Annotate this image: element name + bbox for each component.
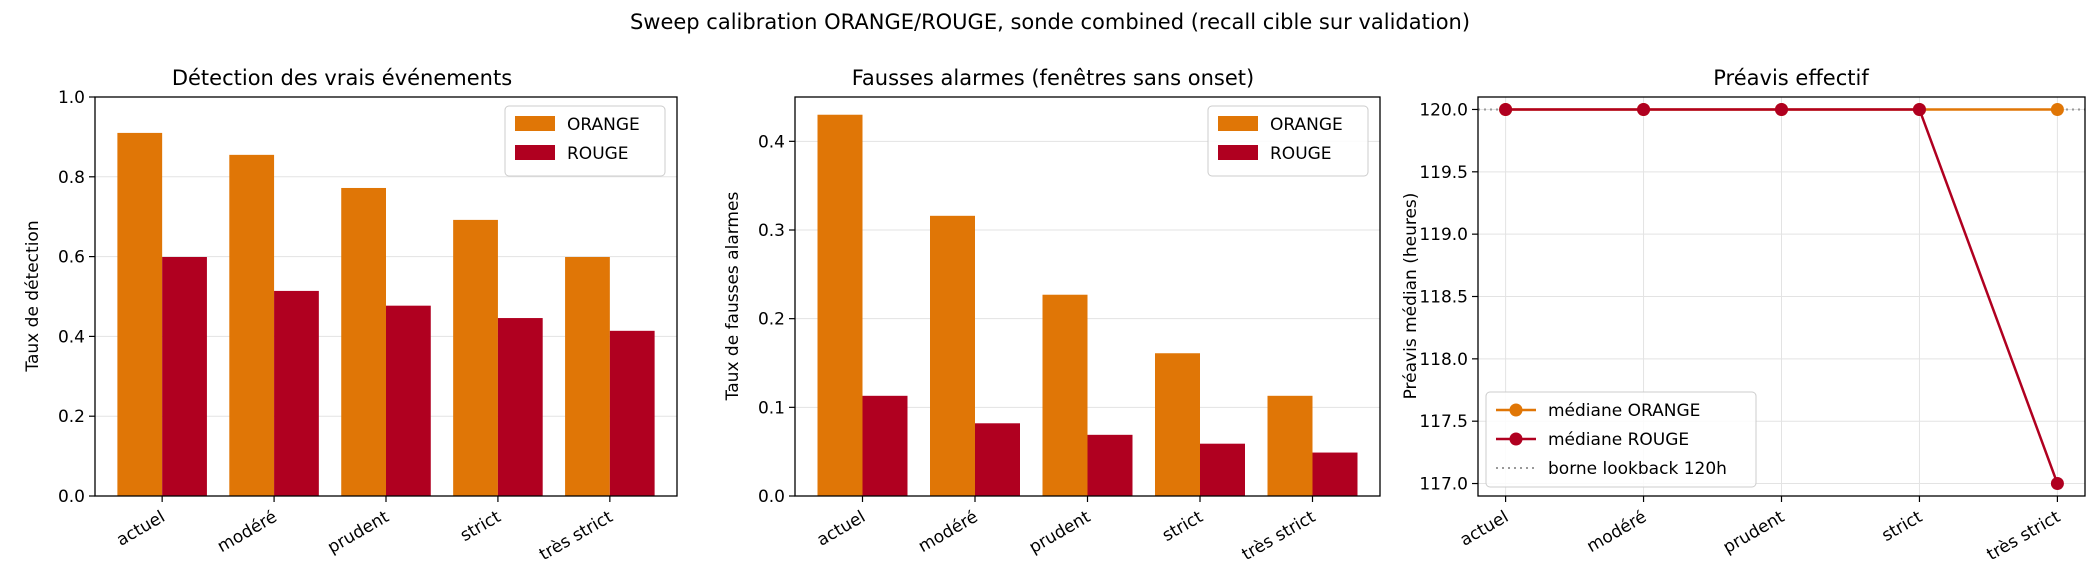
bar-orange-0	[117, 132, 163, 496]
panel-lead-time-title: Préavis effectif	[1713, 66, 1869, 90]
panel-false-alarms: Fausses alarmes (fenêtres sans onset) Ta…	[723, 66, 1381, 565]
y-tick-label: 0.2	[58, 407, 85, 427]
panel-false-alarms-ylabel: Taux de fausses alarmes	[723, 192, 743, 402]
x-tick-label: prudent	[1026, 507, 1095, 558]
x-tick-label: actuel	[113, 507, 168, 551]
point-series-1-1	[1637, 102, 1651, 116]
y-tick-label: 119.5	[1419, 163, 1468, 183]
x-tick-label: actuel	[1457, 507, 1512, 551]
panel-false-alarms-title: Fausses alarmes (fenêtres sans onset)	[852, 66, 1254, 90]
y-tick-label: 0.3	[758, 221, 785, 241]
bar-orange-3	[453, 219, 498, 496]
x-tick-label: très strict	[536, 507, 617, 565]
bar-orange-2	[341, 187, 386, 497]
x-tick-label: strict	[457, 507, 505, 546]
y-tick-label: 0.0	[58, 487, 85, 507]
bar-orange-4	[1267, 395, 1313, 496]
panel-detection-title: Détection des vrais événements	[172, 66, 512, 90]
bar-orange-1	[930, 215, 975, 496]
legend-swatch-1	[1218, 145, 1258, 160]
panel-lead-time-ylabel: Préavis médian (heures)	[1401, 193, 1421, 400]
y-tick-label: 117.5	[1419, 412, 1468, 432]
panel-lead-time: Préavis effectif Préavis médian (heures)…	[1401, 66, 2086, 565]
y-tick-label: 117.0	[1419, 475, 1468, 495]
bar-rouge-2	[386, 305, 431, 496]
y-tick-label: 0.8	[58, 168, 85, 188]
legend-label-1: médiane ROUGE	[1548, 430, 1689, 450]
bar-rouge-2	[1087, 434, 1133, 496]
bar-rouge-4	[1312, 452, 1358, 496]
y-tick-label: 0.0	[758, 487, 785, 507]
y-tick-label: 119.0	[1419, 225, 1468, 245]
legend-label-1: ROUGE	[567, 144, 629, 164]
x-tick-label: strict	[1159, 507, 1207, 546]
legend-marker-1	[1509, 432, 1523, 446]
x-tick-label: strict	[1878, 507, 1926, 546]
x-tick-label: modéré	[214, 507, 281, 557]
legend-label-reference: borne lookback 120h	[1548, 459, 1727, 479]
bar-rouge-4	[609, 330, 655, 496]
y-tick-label: 0.6	[58, 248, 85, 268]
bar-orange-0	[817, 114, 863, 496]
y-tick-label: 0.4	[758, 132, 785, 152]
bar-rouge-3	[497, 318, 543, 496]
bar-rouge-0	[862, 395, 908, 496]
legend-swatch-1	[515, 145, 555, 160]
legend-swatch-0	[1218, 116, 1258, 131]
y-tick-label: 120.0	[1419, 100, 1468, 120]
x-tick-label: modéré	[915, 507, 982, 557]
legend-label-0: ORANGE	[567, 115, 640, 135]
point-series-1-2	[1775, 102, 1788, 116]
bar-orange-4	[565, 256, 610, 496]
bar-rouge-1	[975, 423, 1020, 496]
x-tick-label: prudent	[1720, 507, 1789, 558]
x-tick-label: très strict	[1239, 507, 1320, 565]
y-tick-label: 0.1	[758, 398, 785, 418]
bar-orange-1	[229, 154, 275, 497]
legend-label-0: médiane ORANGE	[1548, 401, 1700, 421]
bar-rouge-1	[274, 290, 319, 496]
bar-rouge-3	[1200, 443, 1245, 496]
point-series-0-4	[2050, 102, 2064, 116]
y-tick-label: 118.5	[1419, 288, 1468, 308]
panel-detection-ylabel: Taux de détection	[23, 220, 43, 372]
legend-box	[1485, 391, 1757, 488]
point-series-1-0	[1499, 102, 1513, 116]
legend-swatch-0	[515, 116, 555, 131]
x-tick-label: actuel	[814, 507, 869, 551]
x-tick-label: prudent	[324, 507, 393, 558]
y-tick-label: 118.0	[1419, 350, 1468, 370]
point-series-1-3	[1912, 102, 1926, 116]
x-tick-label: très strict	[1984, 507, 2065, 565]
bar-rouge-0	[162, 256, 207, 496]
x-tick-label: modéré	[1583, 507, 1650, 557]
y-tick-label: 0.2	[758, 310, 785, 330]
bar-orange-2	[1042, 294, 1088, 496]
point-series-1-4	[2050, 477, 2064, 491]
figure-suptitle: Sweep calibration ORANGE/ROUGE, sonde co…	[630, 10, 1470, 34]
legend-label-1: ROUGE	[1270, 144, 1332, 164]
bar-orange-3	[1155, 353, 1200, 496]
panel-detection: Détection des vrais événements Taux de d…	[23, 66, 678, 565]
y-tick-label: 1.0	[58, 88, 85, 108]
legend-marker-0	[1509, 403, 1523, 417]
y-tick-label: 0.4	[58, 327, 85, 347]
legend-label-0: ORANGE	[1270, 115, 1343, 135]
